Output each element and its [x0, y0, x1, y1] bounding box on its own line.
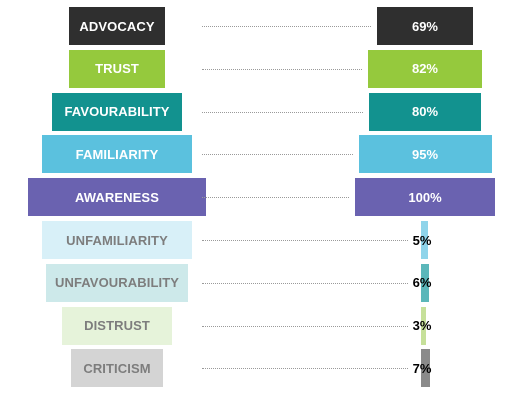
leader-line — [202, 111, 363, 113]
value-bar-awareness — [355, 178, 495, 217]
value-label-advocacy: 69% — [411, 18, 438, 34]
value-label-awareness: 100% — [408, 189, 442, 205]
stage-label-distrust: DISTRUST — [62, 306, 172, 345]
value-bar-distrust — [421, 306, 426, 345]
stage-label-advocacy: ADVOCACY — [69, 7, 165, 45]
value-bar-trust — [367, 49, 483, 88]
leader-line — [202, 26, 371, 27]
stage-label-trust: TRUST — [69, 49, 165, 88]
stage-label-unfavourability: UNFAVOURABILITY — [46, 263, 188, 302]
leader-line — [202, 154, 353, 156]
value-bar-favourability — [369, 92, 481, 131]
stage-label-awareness: AWARENESS — [28, 178, 206, 217]
stage-label-criticism: CRITICISM — [71, 349, 163, 388]
value-label-trust: 82% — [411, 61, 438, 77]
value-bar-unfamiliarity — [421, 221, 428, 259]
value-bar-criticism — [421, 349, 431, 388]
value-label-familiarity: 95% — [411, 146, 439, 162]
stage-label-unfamiliarity: UNFAMILIARITY — [42, 221, 192, 259]
value-label-unfamiliarity: 5% — [412, 232, 432, 248]
leader-line — [202, 68, 362, 70]
value-bar-familiarity — [358, 135, 492, 174]
value-label-unfavourability: 6% — [412, 275, 432, 291]
value-label-distrust: 3% — [412, 318, 432, 334]
value-label-criticism: 7% — [412, 360, 432, 376]
leader-line — [202, 325, 408, 327]
value-bar-unfavourability — [421, 263, 430, 302]
leader-line — [202, 368, 408, 370]
leader-line — [202, 240, 408, 241]
leader-line — [202, 282, 408, 284]
value-bar-advocacy — [376, 7, 474, 45]
value-label-favourability: 80% — [411, 104, 439, 120]
stage-label-familiarity: FAMILIARITY — [42, 135, 192, 174]
leader-line — [202, 197, 349, 199]
stage-label-favourability: FAVOURABILITY — [52, 92, 182, 131]
